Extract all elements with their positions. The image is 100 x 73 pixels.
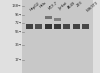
- Bar: [26, 24, 33, 29]
- Text: 36→: 36→: [14, 43, 22, 47]
- Text: 293: 293: [76, 1, 84, 8]
- Text: HepG2: HepG2: [29, 1, 41, 12]
- Text: A549: A549: [67, 1, 76, 10]
- Text: Jurkat: Jurkat: [57, 1, 68, 11]
- Bar: [22, 0, 93, 73]
- Bar: [82, 24, 89, 29]
- Text: NIH/3T3: NIH/3T3: [85, 1, 99, 13]
- Bar: [44, 16, 52, 19]
- Bar: [54, 24, 61, 29]
- Text: 130→: 130→: [12, 4, 22, 8]
- Bar: [35, 24, 42, 29]
- Bar: [72, 24, 80, 29]
- Text: 72→: 72→: [14, 21, 22, 25]
- Bar: [44, 24, 52, 29]
- Bar: [54, 18, 61, 21]
- Text: 95→: 95→: [14, 13, 22, 17]
- Bar: [63, 24, 70, 29]
- Text: Hela: Hela: [39, 1, 47, 9]
- Text: 17→: 17→: [14, 58, 22, 62]
- Text: 55→: 55→: [14, 30, 22, 34]
- Text: MCF-7: MCF-7: [48, 1, 59, 11]
